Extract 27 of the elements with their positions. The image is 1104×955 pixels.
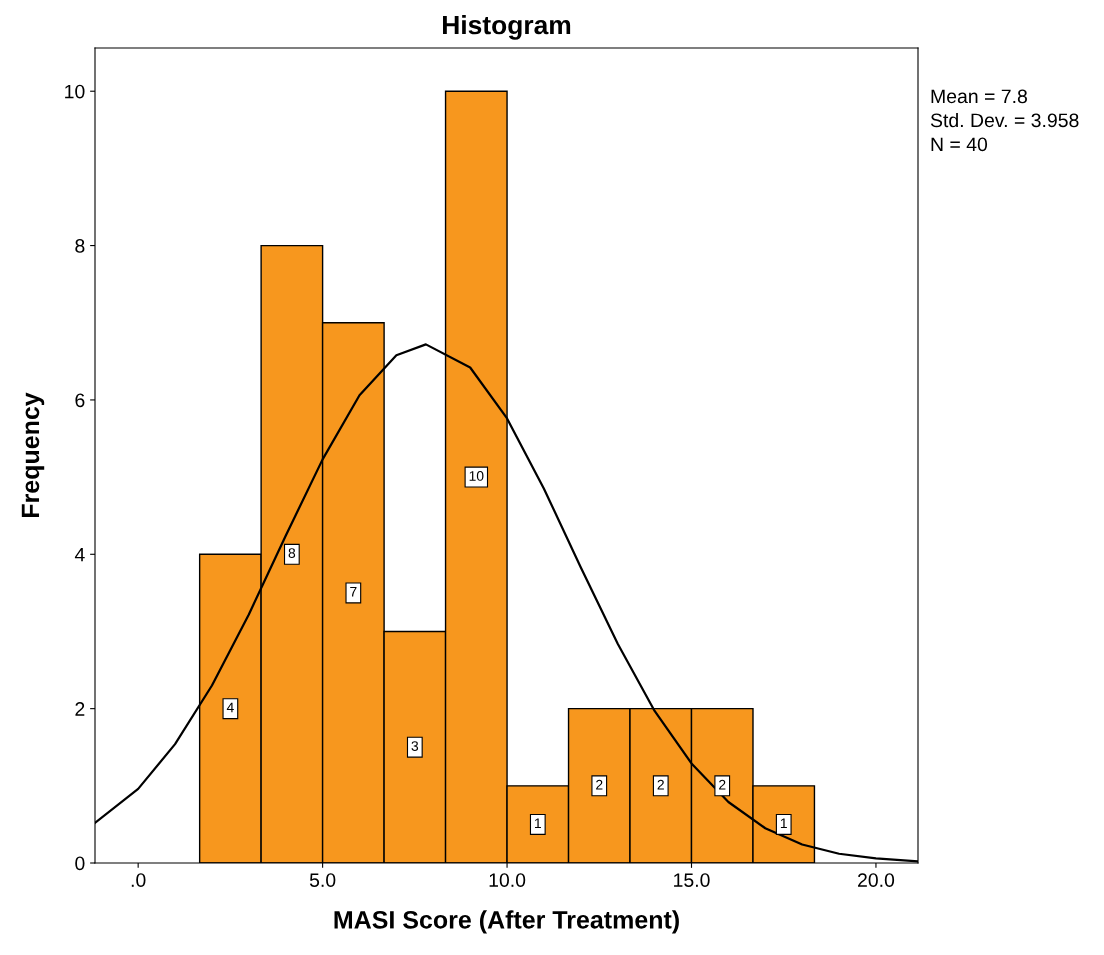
data-label: 1 [780,818,787,828]
data-label: 2 [657,779,664,790]
data-label: 3 [411,741,419,751]
x-tick-label: 5.0 [309,873,336,887]
data-label: 4 [226,702,234,713]
data-label: 2 [596,779,603,790]
x-tick-label: .0 [131,873,146,887]
y-axis-title: Frequency [21,392,45,518]
y-tick-label: 10 [65,84,85,99]
chart-title: Histogram [443,14,571,40]
y-tick-label: 0 [75,856,85,871]
x-tick-label: 20.0 [858,873,895,887]
text: Mean = 7.8 [931,89,1027,104]
y-tick-label: 8 [75,239,85,253]
data-label: 8 [288,548,296,559]
data-label: 10 [469,471,484,481]
data-label: 7 [350,586,357,597]
data-label: 2 [719,779,726,790]
y-tick-label: 4 [74,547,85,562]
data-label: 1 [535,818,541,828]
text: N = 40 [931,137,988,152]
text: Std. Dev. = 3.958 [930,112,1079,128]
x-tick-label: 15.0 [674,873,710,887]
x-axis-title: MASI Score (After Treatment) [334,910,679,934]
x-tick-label: 10.0 [489,873,526,887]
y-tick-label: 2 [75,702,85,716]
y-tick-label: 6 [75,393,85,408]
